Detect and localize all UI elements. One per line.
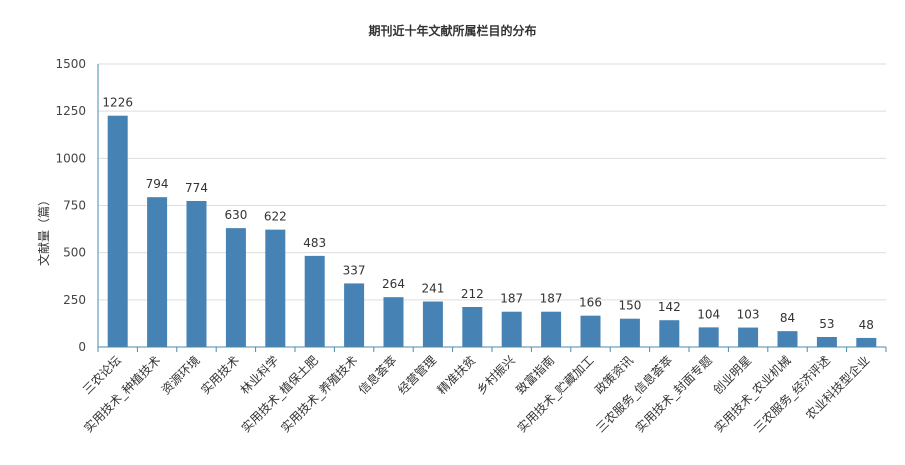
bar[interactable] [698,327,719,347]
bar[interactable] [580,315,601,347]
bar[interactable] [107,115,128,347]
x-tick-label: 经营管理 [394,353,439,398]
bar[interactable] [659,320,680,347]
bar[interactable] [344,283,365,347]
bar-value-label: 53 [819,317,834,331]
bar[interactable] [265,229,286,347]
x-tick-label: 信息荟萃 [355,353,400,398]
bar[interactable] [501,311,522,347]
bar-value-label: 774 [185,181,208,195]
bar-value-label: 212 [461,287,484,301]
bar-value-label: 150 [618,299,641,313]
x-axis: 三农论坛实用技术_种植技术资源环境实用技术林业科学实用技术_植保土肥实用技术_养… [80,346,887,435]
bar-value-label: 48 [859,318,874,332]
bar[interactable] [422,301,443,347]
bar-value-label: 630 [224,208,247,222]
y-tick-label: 0 [78,340,86,354]
bar[interactable] [777,331,798,347]
y-axis-label: 文献量（篇） [36,194,51,266]
x-tick-label: 实用技术 [197,353,242,398]
y-axis: 0 250 500 750 1000 1250 1500 [55,57,99,354]
bar-value-label: 187 [540,292,563,306]
bar[interactable] [816,337,837,347]
gridlines [98,63,886,301]
y-tick-label: 1500 [55,57,86,71]
bar-value-label: 187 [500,292,523,306]
x-tick-label: 资源环境 [158,353,203,398]
bar-value-label: 622 [264,210,287,224]
y-tick-label: 1000 [55,151,86,165]
y-tick-label: 500 [63,246,86,260]
bar[interactable] [225,228,246,347]
bar[interactable] [541,311,562,347]
y-tick-label: 1250 [55,104,86,118]
bars: 1226 794 774 630 622 483 337 264 241 212 187 187 166… [102,96,877,347]
bar[interactable] [186,200,207,347]
x-tick-label: 乡村振兴 [474,353,518,397]
bar-value-label: 794 [146,177,169,191]
bar[interactable] [304,255,325,347]
bar-value-label: 103 [737,308,760,322]
bar-value-label: 104 [697,307,720,321]
bar[interactable] [383,297,404,347]
bar[interactable] [147,197,168,347]
bar[interactable] [619,318,640,347]
bar[interactable] [738,327,759,347]
chart-title: 期刊近十年文献所属栏目的分布 [368,24,537,38]
bar-value-label: 1226 [102,96,133,110]
bar-value-label: 483 [303,236,326,250]
bar-value-label: 337 [343,263,366,277]
bar-value-label: 84 [780,311,795,325]
bar-value-label: 166 [579,296,602,310]
y-tick-label: 750 [63,199,86,213]
y-tick-label: 250 [63,293,86,307]
bar[interactable] [462,307,483,347]
bar-value-label: 241 [421,282,444,296]
x-tick-label: 精准扶贫 [434,353,479,398]
bar[interactable] [856,337,877,347]
bar-value-label: 142 [658,300,681,314]
bar-value-label: 264 [382,277,405,291]
